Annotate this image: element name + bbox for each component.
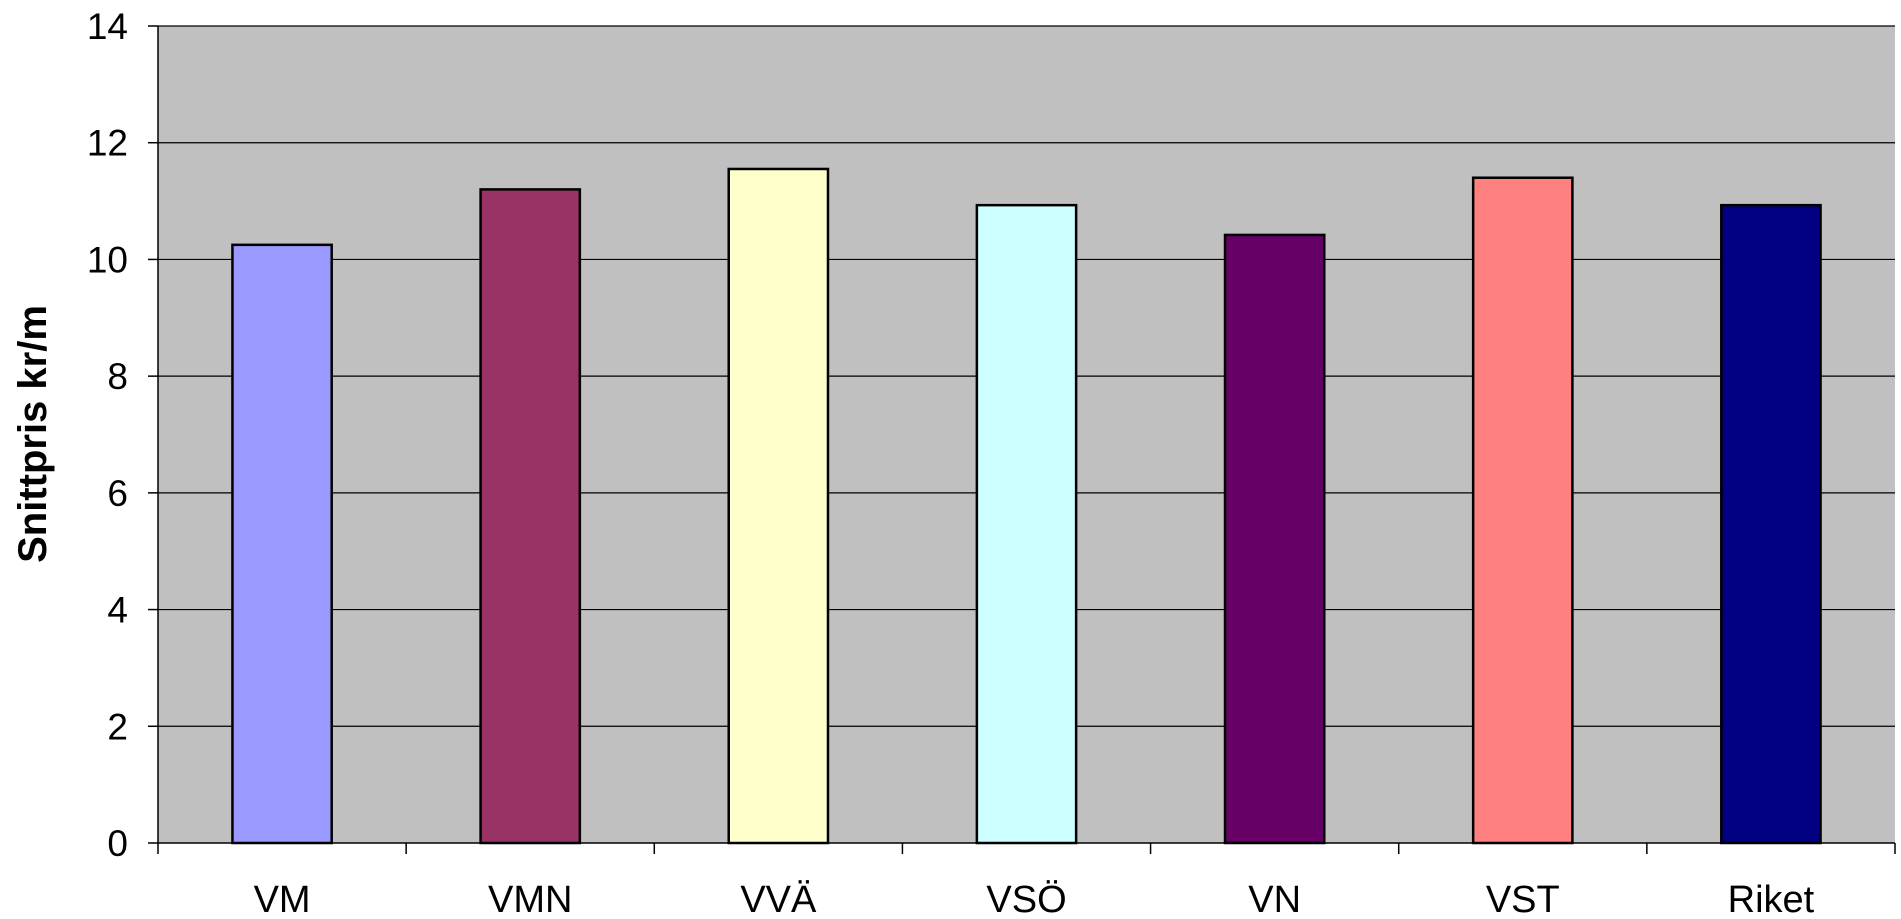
bar-vvä xyxy=(727,167,830,845)
x-tick-label: VST xyxy=(1486,879,1560,919)
x-tick-label: VM xyxy=(254,879,311,919)
x-tick-labels: VM VMN VVÄ VSÖ VN VST Riket xyxy=(254,879,1815,919)
y-tick-label: 12 xyxy=(87,123,128,164)
y-tick-label: 10 xyxy=(87,239,128,280)
x-tick-label: Riket xyxy=(1728,879,1815,919)
y-tick-label: 0 xyxy=(107,823,128,864)
bar-vsö xyxy=(975,203,1078,845)
x-tick-label: VMN xyxy=(488,879,572,919)
y-tick-label: 8 xyxy=(107,356,128,397)
bar-vst xyxy=(1471,176,1574,845)
bar-riket xyxy=(1720,203,1822,845)
x-tick-label: VN xyxy=(1248,879,1301,919)
y-tick-label: 2 xyxy=(107,706,128,747)
bar-vmn xyxy=(479,188,582,845)
y-tick-label: 6 xyxy=(107,473,128,514)
x-tick-label: VSÖ xyxy=(986,879,1066,919)
bar-vn xyxy=(1223,233,1326,845)
x-tick-label: VVÄ xyxy=(740,879,817,919)
bar-vm xyxy=(231,243,333,845)
y-tick-label: 4 xyxy=(107,590,128,631)
y-tick-labels: 0 2 4 6 8 10 12 14 xyxy=(87,6,128,864)
y-tick-label: 14 xyxy=(87,6,128,47)
y-axis-label: Snittpris kr/m xyxy=(11,305,55,563)
axes xyxy=(148,25,1896,854)
